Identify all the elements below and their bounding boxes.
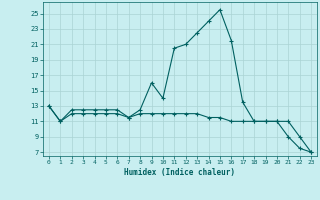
X-axis label: Humidex (Indice chaleur): Humidex (Indice chaleur) — [124, 168, 236, 177]
